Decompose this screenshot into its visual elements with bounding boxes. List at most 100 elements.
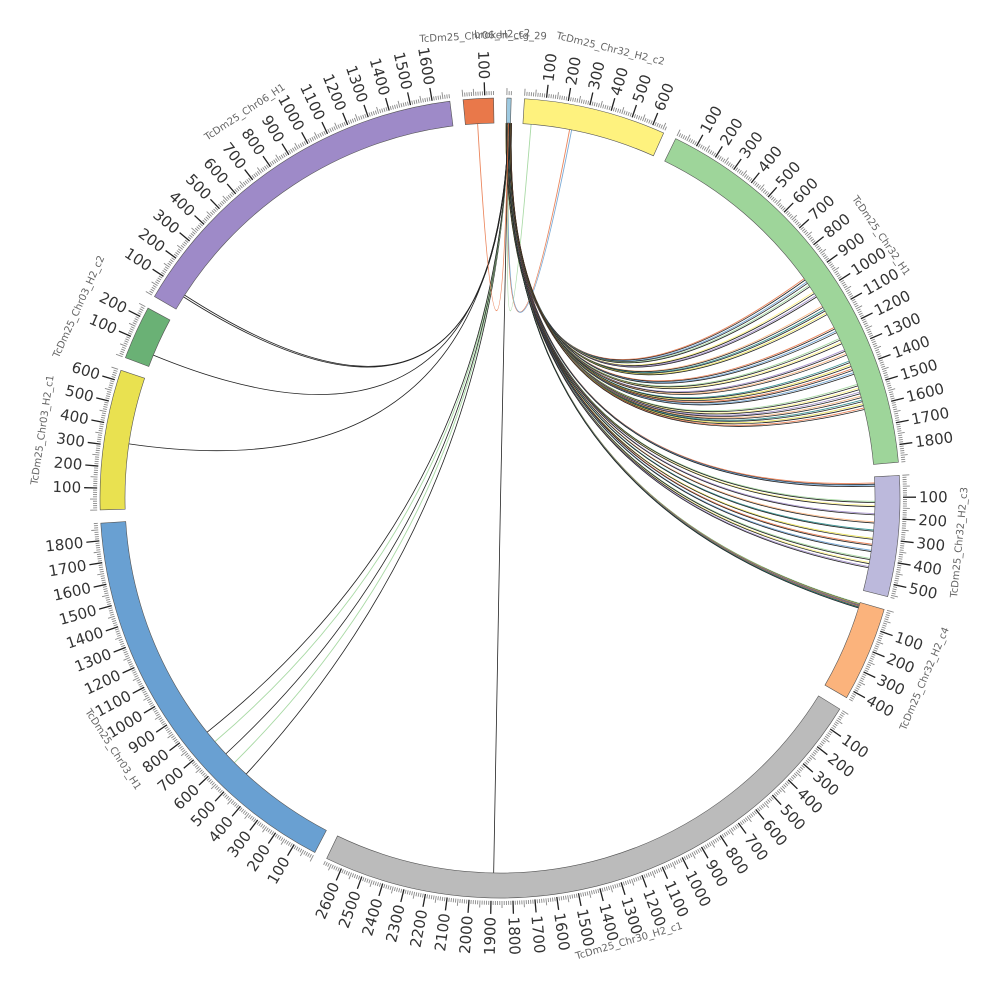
- major-tick: [899, 442, 913, 446]
- major-tick: [681, 857, 689, 870]
- tick-label: 1800: [44, 534, 84, 556]
- link: [507, 123, 875, 487]
- major-tick: [321, 121, 329, 135]
- tick-label: 600: [650, 80, 678, 113]
- link: [507, 123, 875, 486]
- tick-label: 1700: [47, 556, 88, 580]
- major-tick: [384, 97, 390, 111]
- tick-label: 100: [86, 310, 119, 338]
- link: [245, 123, 509, 775]
- major-tick: [214, 791, 225, 802]
- major-tick: [86, 540, 100, 543]
- major-tick: [226, 183, 237, 195]
- major-tick: [231, 805, 241, 817]
- tick-label: 300: [55, 429, 86, 451]
- segment-tcdm25-chr03-h2-c2: [125, 307, 171, 367]
- major-tick: [719, 835, 728, 847]
- major-tick: [838, 272, 851, 282]
- link: [507, 123, 859, 609]
- major-tick: [429, 87, 433, 101]
- segment-tcdm25-chr03-h1: [100, 521, 327, 853]
- tick-group: 100 100 200 3004005006001002003004005006007…: [44, 46, 954, 955]
- tick-label: 1500: [898, 356, 940, 384]
- major-tick: [342, 112, 349, 126]
- segment-tcdm25-chr32-h1: [664, 138, 899, 465]
- major-tick: [771, 794, 782, 806]
- major-tick: [599, 888, 604, 902]
- major-tick: [444, 897, 448, 911]
- major-tick: [893, 583, 907, 588]
- link: [214, 123, 509, 742]
- major-tick: [700, 846, 709, 859]
- tick-label: 500: [907, 579, 939, 603]
- major-tick: [378, 883, 384, 897]
- tick-label: 300: [916, 534, 946, 555]
- tick-label: 1900: [481, 917, 500, 956]
- major-tick: [787, 779, 798, 790]
- tick-label: 1600: [414, 46, 438, 87]
- major-tick: [750, 172, 760, 184]
- segment-tcdm25-chr06-h1: [154, 100, 454, 310]
- link: [507, 123, 875, 524]
- link: [506, 123, 875, 504]
- major-tick: [545, 84, 549, 98]
- major-tick: [356, 876, 363, 890]
- tick-label: 2400: [358, 896, 386, 938]
- major-tick: [400, 889, 405, 903]
- link: [493, 123, 509, 873]
- minor-ticks: [461, 88, 494, 97]
- link: [510, 123, 865, 427]
- major-tick: [902, 518, 916, 521]
- major-tick: [102, 375, 115, 381]
- major-tick: [183, 759, 195, 769]
- major-tick: [118, 330, 132, 337]
- major-tick: [98, 605, 112, 610]
- major-tick: [179, 232, 191, 242]
- major-tick: [620, 882, 626, 895]
- tick-label: 1800: [914, 428, 954, 451]
- segment-name: TcDm25_Chr03_H2_c2: [51, 254, 107, 361]
- major-tick: [89, 562, 103, 566]
- major-tick: [152, 268, 164, 277]
- major-tick: [850, 292, 863, 300]
- major-tick: [422, 893, 427, 907]
- major-tick: [155, 724, 168, 733]
- tick-label: 200: [918, 511, 948, 530]
- tick-label: 100: [892, 628, 925, 654]
- major-tick: [91, 419, 105, 424]
- major-tick: [872, 651, 885, 658]
- segment-tcdm25-chr06-h2-c2: [462, 97, 495, 125]
- tick-label: 400: [912, 557, 943, 579]
- major-tick: [567, 87, 572, 101]
- tick-label: 100: [52, 478, 81, 497]
- segment-tcdm25-chr32-h2-c4: [824, 602, 885, 699]
- major-tick: [244, 169, 254, 181]
- tick-label: 200: [53, 454, 83, 474]
- major-tick: [897, 562, 911, 566]
- major-tick: [631, 104, 638, 118]
- tick-label: 100: [919, 488, 948, 506]
- major-tick: [128, 309, 141, 317]
- link: [507, 123, 532, 311]
- link: [206, 123, 509, 733]
- major-tick: [860, 312, 873, 320]
- segment-tcdm25-chr30-h2-c1: [326, 695, 841, 899]
- major-tick: [869, 332, 883, 340]
- major-tick: [737, 822, 747, 834]
- major-tick: [714, 146, 723, 158]
- major-tick: [816, 746, 828, 756]
- major-tick: [406, 92, 412, 106]
- major-tick: [783, 202, 794, 213]
- segment-group: [99, 97, 901, 899]
- major-tick: [286, 844, 295, 856]
- major-tick: [589, 92, 594, 106]
- major-tick: [733, 158, 742, 171]
- major-tick: [610, 97, 616, 111]
- link: [507, 123, 875, 486]
- link: [234, 123, 509, 764]
- link: [506, 123, 870, 561]
- tick-label: 200: [562, 55, 585, 86]
- tick-label: 1500: [573, 907, 598, 948]
- tick-label: 100: [539, 52, 560, 83]
